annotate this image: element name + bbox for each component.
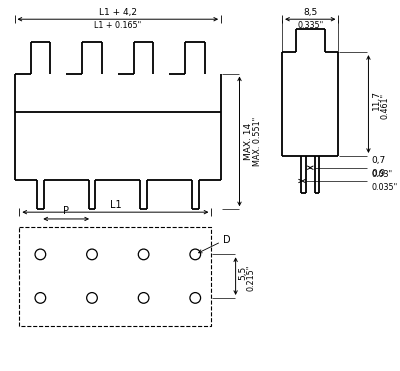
Text: 0.461": 0.461" (380, 93, 389, 119)
Text: 5,5: 5,5 (238, 266, 248, 280)
Text: 0,9: 0,9 (371, 169, 386, 178)
Text: MAX. 0.551": MAX. 0.551" (253, 117, 262, 166)
Bar (19, 227, 211, 326)
Text: L1: L1 (110, 200, 121, 210)
Text: 0.03": 0.03" (371, 170, 392, 179)
Text: L1 + 4,2: L1 + 4,2 (99, 8, 137, 17)
Text: 0.215": 0.215" (246, 265, 255, 291)
Text: P: P (63, 206, 69, 216)
Text: D: D (223, 235, 231, 245)
Text: 8,5: 8,5 (303, 8, 317, 17)
Text: 0.035": 0.035" (371, 183, 398, 192)
Text: 11,7: 11,7 (372, 90, 381, 110)
Text: 0.335": 0.335" (297, 21, 323, 30)
Text: MAX. 14: MAX. 14 (244, 123, 253, 160)
Text: L1 + 0.165": L1 + 0.165" (94, 21, 142, 30)
Text: 0,7: 0,7 (371, 156, 386, 165)
